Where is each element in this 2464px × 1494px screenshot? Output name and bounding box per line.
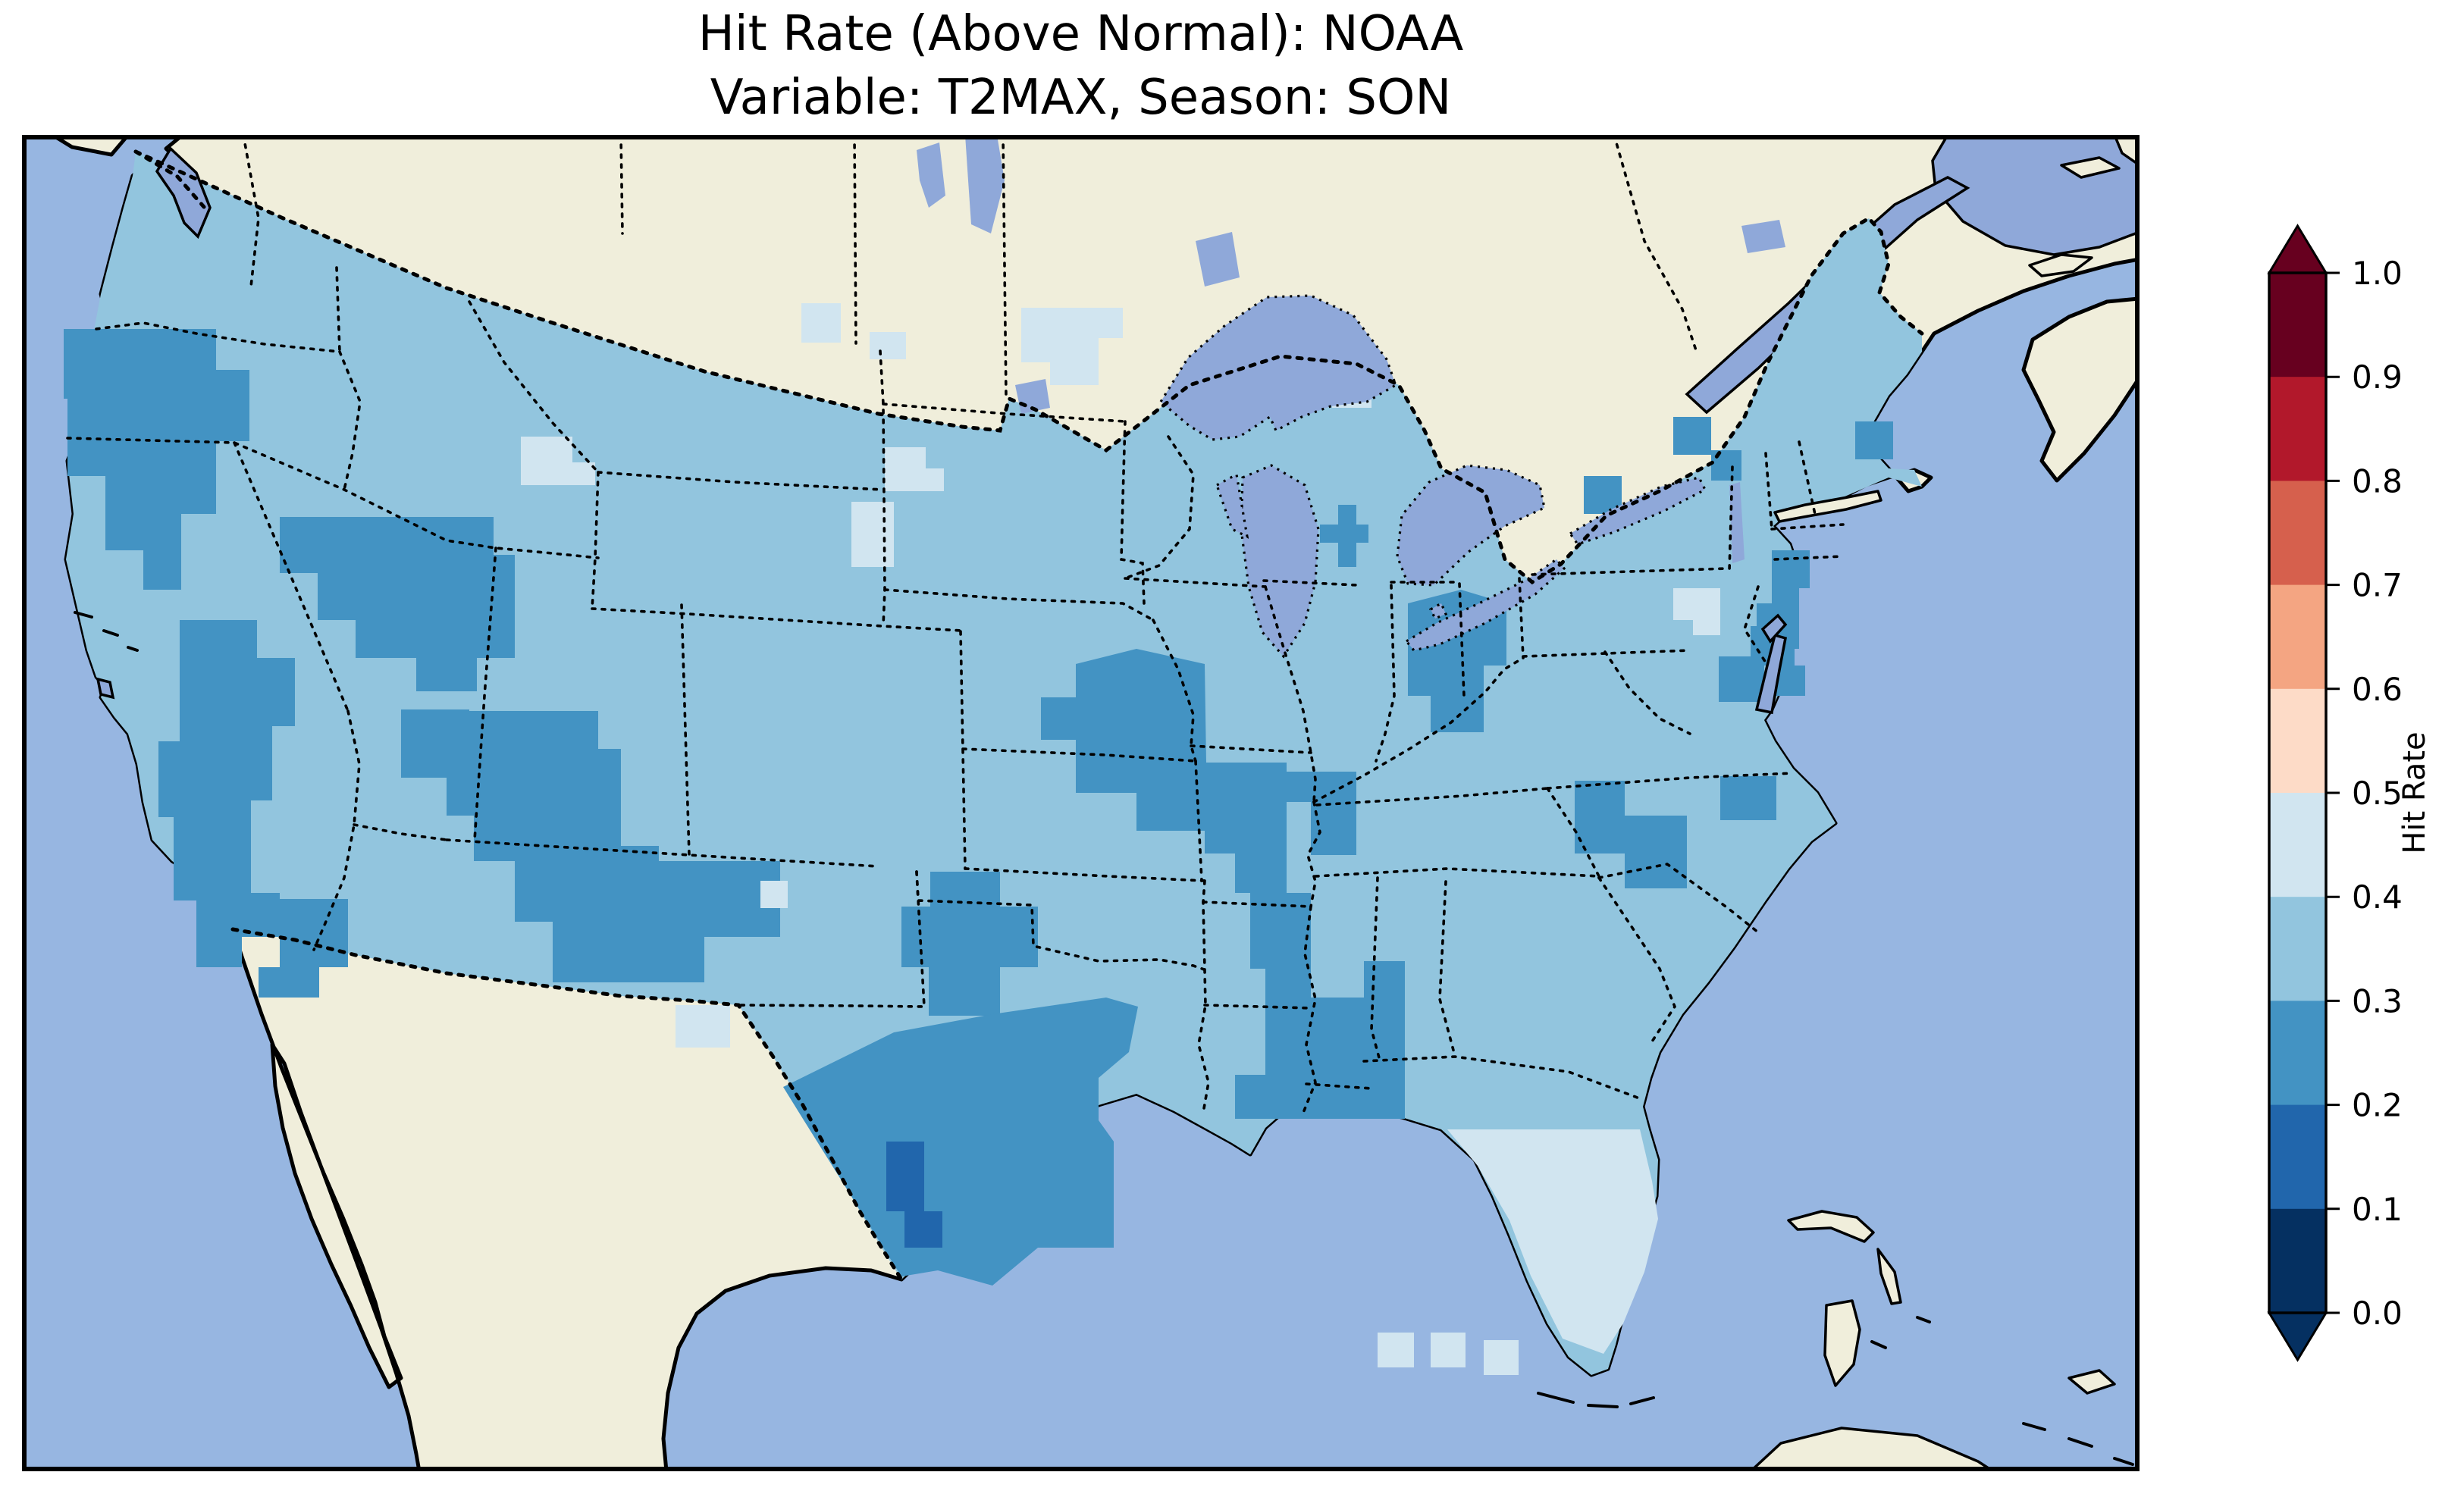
colorbar-tick-label: 0.6: [2352, 671, 2403, 708]
colorbar-tick-label: 0.5: [2352, 775, 2403, 812]
san-francisco-bay: [96, 677, 115, 700]
colorbar-axis-label: Hit Rate: [2397, 731, 2432, 854]
colorbar-bin-0.2–0.3: [2269, 1001, 2326, 1106]
national-borders-layer: [133, 149, 1924, 1282]
colorbar-bin-0.5–0.6: [2269, 688, 2326, 794]
colorbar-bin-0.1–0.2: [2269, 1104, 2326, 1210]
newfoundland-corner: [2113, 135, 2140, 167]
bahamas-far-islands: [2067, 1369, 2116, 1395]
bahamas-eleuthera: [1876, 1248, 1902, 1305]
colorbar-over-arrow: [2267, 224, 2328, 274]
map-panel: [22, 135, 2140, 1471]
delaware-bay: [1760, 613, 1788, 644]
colorbar-bin-0.0–0.1: [2269, 1208, 2326, 1314]
colorbar-tick-label: 0.1: [2352, 1191, 2403, 1228]
colorbar-bin-0.3–0.4: [2269, 897, 2326, 1002]
anticosti-island: [2060, 156, 2121, 179]
colorbar-tick-label: 0.7: [2352, 567, 2403, 604]
colorbar-svg: 1.0 0.9 0.8 0.7 0.6 0.5 0.4 0.3 0.2 0.1 0.0: [2267, 224, 2403, 1362]
cuba-north-coast: [1749, 1427, 1995, 1471]
small-islands-layer: [74, 490, 2134, 1471]
bahamas-andros: [1823, 1299, 1861, 1387]
colorbar-tick-label: 0.0: [2352, 1295, 2403, 1332]
lake-winnipeg: [965, 135, 1005, 233]
bahamas-abaco: [1787, 1210, 1875, 1243]
us-canada-border: [133, 149, 1924, 585]
lake-superior: [1158, 294, 1397, 441]
colorbar-tick-label: 0.8: [2352, 462, 2403, 500]
us-mexico-border: [230, 927, 904, 1282]
lakes-layer: [96, 135, 1788, 715]
state-borders-layer: [66, 135, 1845, 1114]
chesapeake-bay: [1754, 633, 1788, 715]
raster-cells-01-02-south-texas: [886, 1142, 942, 1248]
colorbar-tick-label: 0.4: [2352, 879, 2403, 916]
vancouver-island: [50, 135, 130, 157]
colorbar-bin-0.4–0.5: [2269, 793, 2326, 897]
us-hit-rate-map: [22, 135, 2140, 1471]
nova-scotia: [2021, 296, 2140, 483]
colorbar-tick-label: 0.9: [2352, 359, 2403, 396]
colorbar-bin-0.6–0.7: [2269, 584, 2326, 690]
colorbar-bin-0.9–1.0: [2269, 273, 2326, 377]
colorbar-tick-label: 0.3: [2352, 982, 2403, 1019]
canada-province-borders: [242, 135, 260, 288]
islets-bottom-right: [2022, 1422, 2134, 1466]
lake-st-clair: [1428, 601, 1448, 621]
bahamas-small-cays: [1870, 1316, 1931, 1349]
lake-nipigon: [1196, 232, 1240, 287]
green-bay: [1215, 472, 1249, 539]
colorbar-bin-0.8–0.9: [2269, 377, 2326, 482]
channel-islands: [74, 611, 139, 652]
florida-keys: [1537, 1392, 1655, 1408]
colorbar-bin-0.7–0.8: [2269, 481, 2326, 586]
strait-of-juan-de-fuca-border: [133, 149, 206, 209]
lake-michigan: [1240, 464, 1320, 659]
chart-title-line1: Hit Rate (Above Normal): NOAA: [698, 6, 1464, 62]
prince-edward-island: [2028, 253, 2093, 277]
lac-st-jean: [1741, 220, 1785, 253]
map-frame: [22, 135, 2140, 1471]
lake-champlain: [1729, 482, 1745, 563]
lake-winnipegosis: [917, 143, 945, 208]
lake-huron: [1396, 464, 1546, 587]
lake-ontario: [1568, 476, 1707, 546]
lake-erie: [1404, 557, 1566, 652]
chart-title-line2: Variable: T2MAX, Season: SON: [710, 70, 1452, 126]
colorbar-tick-label: 0.2: [2352, 1087, 2403, 1124]
colorbar: 1.0 0.9 0.8 0.7 0.6 0.5 0.4 0.3 0.2 0.1 0.0: [2248, 215, 2464, 1427]
colorbar-under-arrow: [2267, 1311, 2328, 1362]
colorbar-tick-label: 1.0: [2352, 255, 2403, 292]
long-island: [1773, 490, 1882, 523]
